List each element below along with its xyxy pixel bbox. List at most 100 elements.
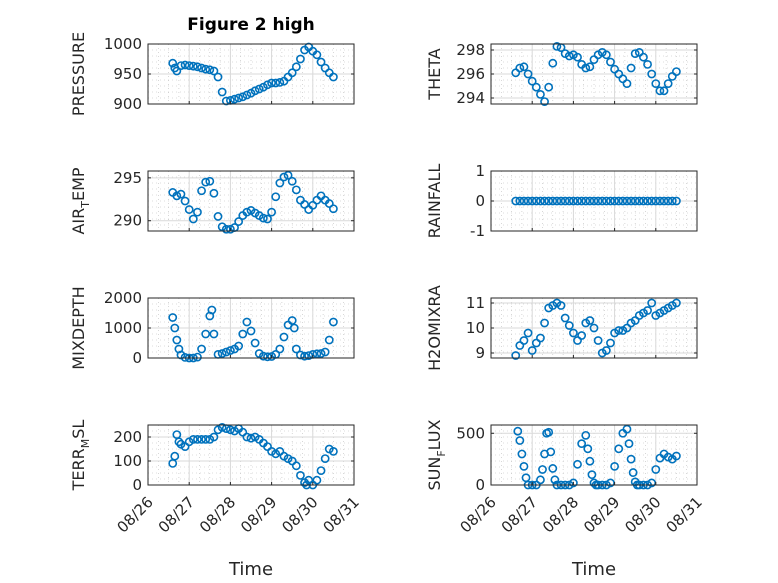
y-tick-label: -1 [470,222,485,240]
data-point [197,434,206,444]
x-tick-label: 08/29 [580,493,623,536]
data-point [601,50,611,60]
data-point [581,63,591,73]
data-point [511,196,521,206]
data-point [287,68,297,78]
data-point [581,196,591,206]
data-point [519,62,529,72]
data-point [312,50,322,60]
data-point [225,425,235,435]
y-tick-label: 0 [132,349,142,367]
data-point [531,196,541,206]
subplot-rainfall: -1 0 1 RAINFALL [425,162,698,240]
data-point [304,351,314,360]
data-point [626,63,636,73]
data-point [540,318,549,328]
x-tick-label: 08/31 [320,493,363,536]
data-point [550,475,560,485]
data-point [225,346,235,355]
data-point [614,326,624,335]
data-point [271,192,281,202]
data-point [279,332,289,342]
data-point [312,195,322,205]
data-point [587,470,597,480]
data-point [213,72,223,82]
data-point [593,196,603,206]
data-point [513,426,523,436]
data-point [536,90,545,99]
data-point [275,78,285,87]
data-point [209,66,219,76]
data-point [544,82,554,92]
data-point [630,49,640,58]
data-point [267,207,276,217]
y-tick-label: 500 [456,424,485,442]
data-point [577,331,587,340]
data-point [221,224,231,234]
data-point [643,60,652,69]
data-point [258,213,268,223]
data-point [207,305,217,315]
data-point [193,62,202,72]
data-point [618,74,628,84]
data-point [655,86,665,96]
data-point [197,63,206,73]
data-point [515,63,525,73]
data-point [643,196,652,206]
data-point [540,196,549,206]
data-point [234,93,244,103]
y-axis-label: AIRTEMP [69,167,92,234]
data-point [291,344,301,354]
data-point [246,326,256,336]
data-point [548,196,558,206]
data-point [585,62,595,72]
y-tick-label: 9 [475,344,485,362]
data-point [221,96,231,106]
data-point [614,444,624,454]
data-point [263,214,272,224]
y-tick-label: 11 [466,294,485,312]
data-point [174,437,184,447]
data-point [242,317,252,327]
y-axis-label: PRESSURE [69,32,88,116]
data-point [560,196,570,206]
data-point [655,453,665,463]
data-point [242,90,252,100]
data-point [585,316,595,325]
data-point [201,434,211,444]
x-tick-label: 08/31 [663,493,706,536]
data-point [254,84,264,94]
data-point [316,466,326,475]
data-point [217,349,227,358]
y-tick-label: 0 [132,476,142,494]
data-point [312,475,322,485]
data-point [601,196,611,206]
data-point [614,196,624,206]
data-point [197,186,206,196]
y-tick-label: 2000 [104,289,142,307]
x-axis-label-right: Time [571,559,616,580]
data-point [316,57,326,67]
data-point [639,196,648,206]
data-point [540,97,549,106]
data-point [291,461,301,471]
data-point [320,63,330,73]
data-point [536,333,545,343]
data-point [606,478,615,488]
subplot-theta: 294 296 298 THETA [425,41,698,107]
data-point [180,60,190,70]
data-point [328,446,338,456]
data-point [205,65,215,75]
y-tick-label: 298 [456,41,485,59]
data-point [291,62,301,72]
data-point [597,196,607,206]
data-point [324,68,334,78]
data-point [209,432,219,442]
data-point [197,344,206,354]
data-point [238,329,248,339]
data-point [659,86,669,96]
data-point [213,212,223,221]
